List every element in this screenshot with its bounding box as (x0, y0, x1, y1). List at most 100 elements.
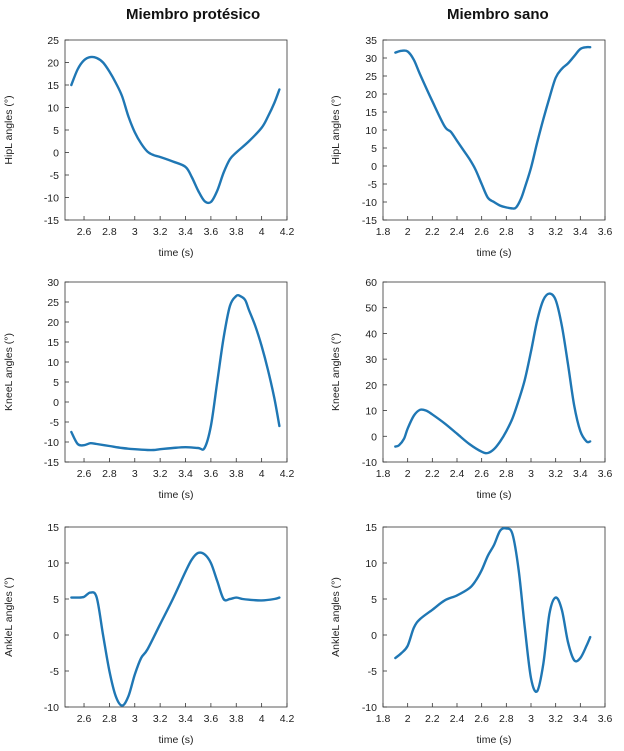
x-tick-label: 3.4 (178, 468, 193, 480)
x-tick-label: 2.4 (450, 226, 465, 238)
x-axis-label: time (s) (159, 734, 194, 746)
chart-hip-healthy: 1.8 2 2.2 2.4 2.6 2.8 3 3.2 3.4 3.6 -15 -10 -5 0 5 10 15… (330, 35, 612, 259)
x-tick-label: 3 (132, 713, 138, 725)
series-line (70, 293, 281, 452)
series-line (70, 551, 281, 707)
x-tick-label: 3.6 (204, 226, 219, 238)
x-tick-label: 2.8 (102, 713, 117, 725)
y-tick-label: 15 (365, 522, 377, 534)
x-tick-label: 2.6 (474, 226, 489, 238)
x-tick-label: 3.2 (153, 713, 168, 725)
y-axis-label: HipL angles (°) (330, 95, 342, 164)
x-axis-label: time (s) (159, 247, 194, 259)
title-healthy: Miembro sano (447, 6, 549, 23)
y-tick-label: 30 (365, 354, 377, 366)
x-tick-label: 3.4 (573, 713, 588, 725)
plot-frame (64, 281, 288, 463)
x-tick-label: 2 (405, 468, 411, 480)
y-tick-label: 35 (365, 35, 377, 47)
y-tick-label: 5 (371, 143, 377, 155)
y-axis-label: KneeL angles (°) (3, 333, 15, 411)
x-tick-label: 3 (528, 468, 534, 480)
y-tick-label: 10 (47, 558, 59, 570)
chart-ankle-prosthetic: 2.6 2.8 3 3.2 3.4 3.6 3.8 4 4.2 -10 -5 0 5 10 15 time (… (3, 522, 294, 746)
y-tick-label: -5 (368, 179, 377, 191)
y-tick-label: -5 (50, 666, 59, 678)
y-axis-label: KneeL angles (°) (330, 333, 342, 411)
y-tick-label: 0 (53, 397, 59, 409)
x-tick-label: 4.2 (280, 468, 295, 480)
y-tick-label: 30 (47, 277, 59, 289)
y-tick-label: 25 (365, 71, 377, 83)
y-tick-label: 15 (47, 80, 59, 92)
title-prosthetic: Miembro protésico (126, 6, 261, 23)
y-tick-label: 20 (47, 58, 59, 70)
x-tick-label: 2.6 (77, 713, 92, 725)
series-line (394, 526, 592, 693)
chart-knee-healthy: 1.8 2 2.2 2.4 2.6 2.8 3 3.2 3.4 3.6 -10 0 10 20 30 40 50… (330, 277, 612, 501)
x-tick-label: 2.8 (102, 468, 117, 480)
y-tick-label: 10 (365, 558, 377, 570)
y-axis-label: AnkleL angles (°) (3, 577, 15, 657)
x-tick-label: 2.6 (77, 226, 92, 238)
x-tick-label: 2.8 (499, 226, 514, 238)
y-tick-label: 0 (371, 161, 377, 173)
plot-frame (64, 39, 288, 221)
x-tick-label: 3.8 (229, 468, 244, 480)
y-tick-label: 10 (365, 406, 377, 418)
x-tick-label: 2 (405, 713, 411, 725)
x-tick-label: 3.6 (598, 468, 613, 480)
x-tick-label: 2.8 (499, 468, 514, 480)
x-tick-label: 2 (405, 226, 411, 238)
y-tick-label: 5 (53, 594, 59, 606)
x-tick-label: 4 (259, 713, 265, 725)
x-tick-label: 1.8 (376, 226, 391, 238)
x-tick-label: 2.8 (102, 226, 117, 238)
y-tick-label: 0 (53, 630, 59, 642)
y-axis-label: AnkleL angles (°) (330, 577, 342, 657)
y-tick-label: -15 (44, 457, 59, 469)
y-tick-label: 25 (47, 297, 59, 309)
y-tick-label: 60 (365, 277, 377, 289)
x-tick-label: 3.8 (229, 713, 244, 725)
series-line (394, 292, 592, 455)
y-tick-label: 20 (365, 380, 377, 392)
y-tick-label: 20 (365, 89, 377, 101)
x-tick-label: 3.4 (178, 713, 193, 725)
x-tick-label: 2.4 (450, 468, 465, 480)
series-line (70, 55, 281, 205)
y-tick-label: -10 (44, 702, 59, 714)
x-tick-label: 3.2 (548, 226, 563, 238)
chart-hip-prosthetic: 2.6 2.8 3 3.2 3.4 3.6 3.8 4 4.2 -15 -10 -5 0 5 10 15 20 2… (3, 35, 294, 259)
x-tick-label: 2.4 (450, 713, 465, 725)
y-axis-label: HipL angles (°) (3, 95, 15, 164)
x-tick-label: 3.6 (204, 713, 219, 725)
plot-frame (382, 526, 606, 708)
chart-ankle-healthy: 1.8 2 2.2 2.4 2.6 2.8 3 3.2 3.4 3.6 -10 -5 0 5 10 15 tim… (330, 522, 612, 746)
x-tick-label: 1.8 (376, 713, 391, 725)
x-tick-label: 3 (132, 226, 138, 238)
x-tick-label: 2.2 (425, 713, 440, 725)
x-axis-label: time (s) (477, 734, 512, 746)
x-tick-label: 1.8 (376, 468, 391, 480)
y-tick-label: 40 (365, 328, 377, 340)
x-tick-label: 3.4 (178, 226, 193, 238)
chart-knee-prosthetic: 2.6 2.8 3 3.2 3.4 3.6 3.8 4 4.2 -15 -10 -5 0 5 10 15 20 2… (3, 277, 294, 501)
x-axis-label: time (s) (477, 489, 512, 501)
x-tick-label: 3.4 (573, 226, 588, 238)
y-tick-label: 10 (47, 357, 59, 369)
y-tick-label: 25 (47, 35, 59, 47)
x-tick-label: 3 (132, 468, 138, 480)
x-tick-label: 2.6 (474, 713, 489, 725)
x-tick-label: 2.6 (474, 468, 489, 480)
plot-frame (64, 526, 288, 708)
x-tick-label: 3.2 (548, 468, 563, 480)
x-tick-label: 3 (528, 713, 534, 725)
y-tick-label: 5 (53, 377, 59, 389)
x-tick-label: 2.8 (499, 713, 514, 725)
y-tick-label: 0 (53, 148, 59, 160)
y-tick-label: -5 (50, 417, 59, 429)
x-tick-label: 3.4 (573, 468, 588, 480)
